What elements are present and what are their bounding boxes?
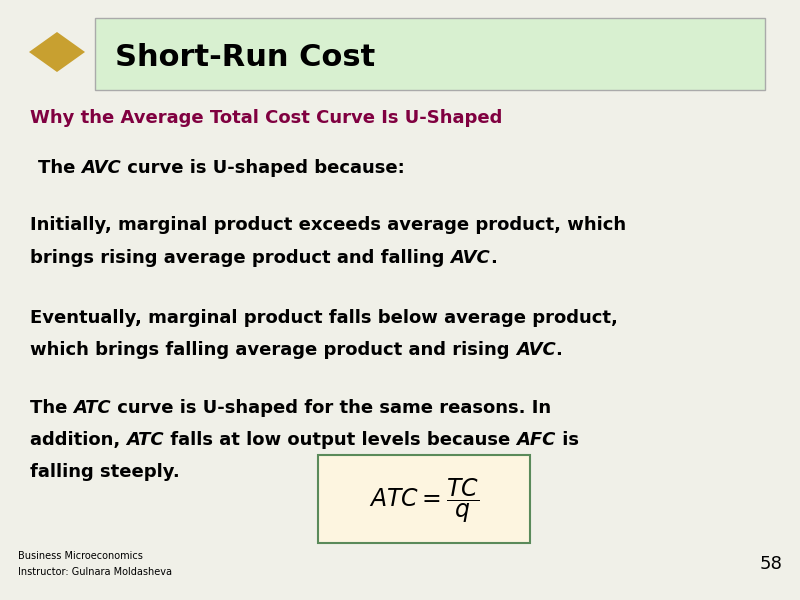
Text: ATC: ATC bbox=[74, 399, 111, 417]
Text: Short-Run Cost: Short-Run Cost bbox=[115, 43, 375, 71]
Text: curve is U-shaped because:: curve is U-shaped because: bbox=[122, 159, 405, 177]
Text: .: . bbox=[490, 249, 498, 267]
Text: ATC: ATC bbox=[126, 431, 164, 449]
Text: falling steeply.: falling steeply. bbox=[30, 463, 180, 481]
Text: AVC: AVC bbox=[82, 159, 122, 177]
Text: brings rising average product and falling: brings rising average product and fallin… bbox=[30, 249, 450, 267]
Text: AVC: AVC bbox=[516, 341, 555, 359]
Text: Why the Average Total Cost Curve Is U-Shaped: Why the Average Total Cost Curve Is U-Sh… bbox=[30, 109, 502, 127]
Text: The: The bbox=[38, 159, 82, 177]
Text: .: . bbox=[555, 341, 562, 359]
FancyBboxPatch shape bbox=[318, 455, 530, 543]
Text: 58: 58 bbox=[759, 555, 782, 573]
Text: addition,: addition, bbox=[30, 431, 126, 449]
Text: The: The bbox=[30, 399, 74, 417]
Text: AFC: AFC bbox=[517, 431, 556, 449]
Text: Initially, marginal product exceeds average product, which: Initially, marginal product exceeds aver… bbox=[30, 216, 626, 234]
Polygon shape bbox=[29, 32, 85, 72]
Text: Instructor: Gulnara Moldasheva: Instructor: Gulnara Moldasheva bbox=[18, 567, 172, 577]
Text: AVC: AVC bbox=[450, 249, 490, 267]
Text: Business Microeconomics: Business Microeconomics bbox=[18, 551, 143, 561]
Text: Eventually, marginal product falls below average product,: Eventually, marginal product falls below… bbox=[30, 309, 618, 327]
FancyBboxPatch shape bbox=[95, 18, 765, 90]
Text: curve is U-shaped for the same reasons. In: curve is U-shaped for the same reasons. … bbox=[111, 399, 551, 417]
Text: which brings falling average product and rising: which brings falling average product and… bbox=[30, 341, 516, 359]
Text: falls at low output levels because: falls at low output levels because bbox=[164, 431, 517, 449]
Text: $\mathit{ATC} = \dfrac{\mathit{TC}}{\mathit{q}}$: $\mathit{ATC} = \dfrac{\mathit{TC}}{\mat… bbox=[369, 477, 479, 525]
Text: is: is bbox=[556, 431, 579, 449]
